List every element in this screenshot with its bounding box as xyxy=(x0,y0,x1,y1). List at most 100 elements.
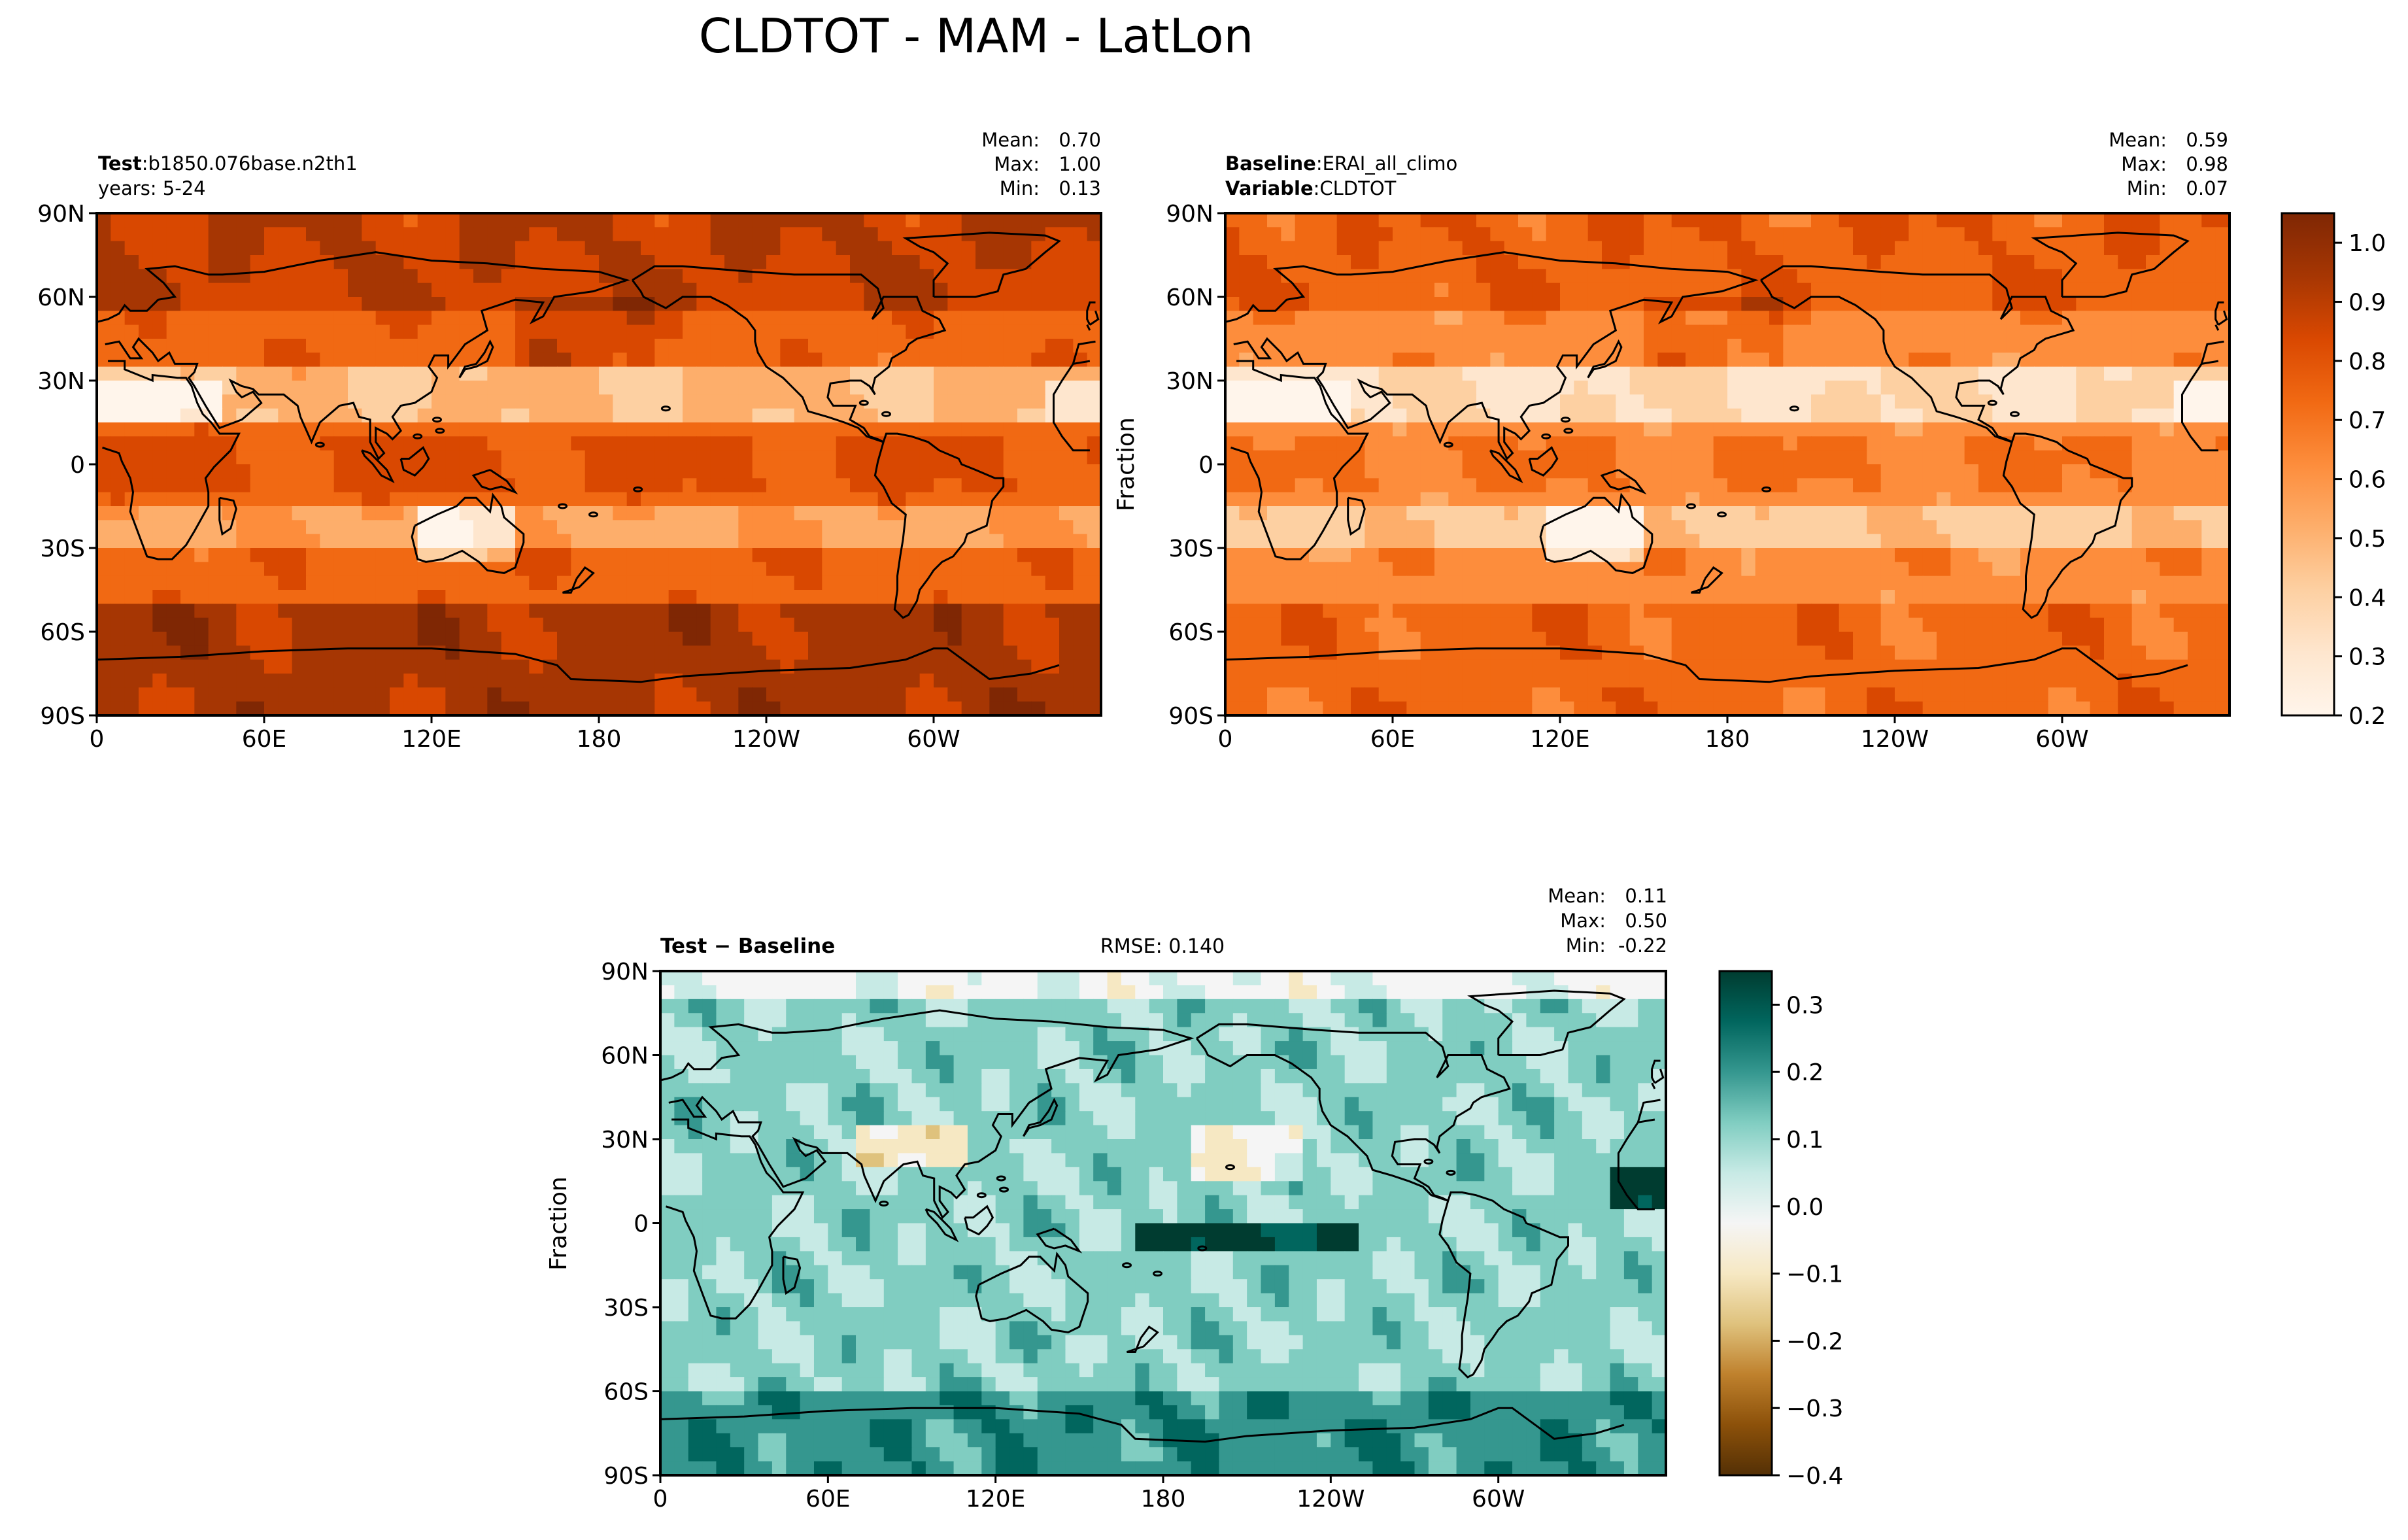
field-cell xyxy=(529,590,544,604)
field-cell xyxy=(1267,381,1281,395)
field-cell xyxy=(2188,575,2202,590)
field-cell xyxy=(501,324,516,339)
field-cell xyxy=(473,632,488,646)
stat-max-value: 1.00 xyxy=(1059,153,1101,175)
field-cell xyxy=(864,297,879,311)
field-cell xyxy=(1434,213,1449,228)
field-cell xyxy=(1964,548,1979,562)
field-cell xyxy=(417,339,432,353)
field-cell xyxy=(1867,632,1882,646)
field-cell xyxy=(654,604,670,619)
field-cell xyxy=(599,450,613,465)
field-cell xyxy=(1937,450,1951,465)
field-cell xyxy=(989,213,1004,228)
field-cell xyxy=(2146,394,2160,409)
field-cell xyxy=(2201,408,2216,423)
field-cell xyxy=(696,701,711,716)
island xyxy=(881,411,891,417)
field-cell xyxy=(2118,548,2133,562)
field-cell xyxy=(208,408,223,423)
field-cell xyxy=(864,575,879,590)
field-cell xyxy=(2188,604,2202,619)
field-cell xyxy=(278,408,293,423)
field-cell xyxy=(668,632,683,646)
field-cell xyxy=(166,394,181,409)
field-cell xyxy=(278,687,293,702)
field-cell xyxy=(1895,255,1909,269)
field-cell xyxy=(1811,227,1825,242)
field-cell xyxy=(571,366,586,381)
field-cell xyxy=(529,604,544,619)
field-cell xyxy=(1629,492,1644,507)
field-cell xyxy=(1937,562,1951,577)
field-cell xyxy=(2076,520,2091,535)
field-cell xyxy=(264,492,279,507)
field-cell xyxy=(432,659,446,674)
field-cell xyxy=(1378,645,1393,660)
field-cell xyxy=(1295,282,1310,298)
field-cell xyxy=(1253,311,1268,326)
field-cell xyxy=(1574,213,1589,228)
field-cell xyxy=(808,478,822,493)
field-cell xyxy=(1727,534,1742,549)
field-cell xyxy=(1073,311,1088,326)
field-cell xyxy=(1574,422,1589,437)
field-cell xyxy=(1922,492,1937,507)
field-cell xyxy=(320,604,335,619)
field-cell xyxy=(836,590,851,604)
field-cell xyxy=(1755,492,1770,507)
field-cell xyxy=(1587,645,1603,660)
island xyxy=(558,503,568,509)
field-cell xyxy=(2131,213,2146,228)
field-cell xyxy=(1811,604,1825,619)
field-cell xyxy=(1574,604,1589,619)
field-cell xyxy=(2118,575,2133,590)
field-cell xyxy=(2034,478,2049,493)
field-cell xyxy=(1880,422,1895,437)
field-cell xyxy=(2146,506,2160,521)
field-cell xyxy=(1073,534,1088,549)
field-cell xyxy=(1225,548,1240,562)
field-cell xyxy=(417,687,432,702)
field-cell xyxy=(1964,562,1979,577)
field-cell xyxy=(1713,352,1728,368)
field-cell xyxy=(1727,324,1742,339)
field-cell xyxy=(543,282,558,298)
field-cell xyxy=(2131,450,2146,465)
field-cell xyxy=(445,227,460,242)
field-cell xyxy=(2104,436,2118,451)
field-cell xyxy=(1560,366,1574,381)
field-cell xyxy=(1616,534,1631,549)
field-cell xyxy=(2062,381,2077,395)
field-cell xyxy=(110,394,126,409)
field-cell xyxy=(906,422,921,437)
field-cell xyxy=(1518,575,1533,590)
field-cell xyxy=(473,534,488,549)
field-cell xyxy=(906,478,921,493)
field-cell xyxy=(264,687,279,702)
field-cell xyxy=(1532,297,1547,311)
field-cell xyxy=(2146,562,2160,577)
field-cell xyxy=(1336,492,1351,507)
field-cell xyxy=(1378,227,1393,242)
field-cell xyxy=(1253,269,1268,284)
field-cell xyxy=(1574,282,1589,298)
field-cell xyxy=(403,687,418,702)
field-cell xyxy=(139,575,153,590)
field-cell xyxy=(1490,534,1505,549)
field-cell xyxy=(1351,352,1365,368)
field-cell xyxy=(668,324,683,339)
field-cell xyxy=(1087,590,1102,604)
field-cell xyxy=(934,632,948,646)
field-cell xyxy=(947,297,962,311)
field-cell xyxy=(2215,352,2230,368)
field-cell xyxy=(124,562,139,577)
field-cell xyxy=(1393,408,1407,423)
field-cell xyxy=(989,604,1004,619)
field-cell xyxy=(794,534,809,549)
field-cell xyxy=(641,645,655,660)
field-cell xyxy=(1365,352,1380,368)
field-cell xyxy=(1490,506,1505,521)
field-cell xyxy=(459,436,474,451)
field-cell xyxy=(166,520,181,535)
